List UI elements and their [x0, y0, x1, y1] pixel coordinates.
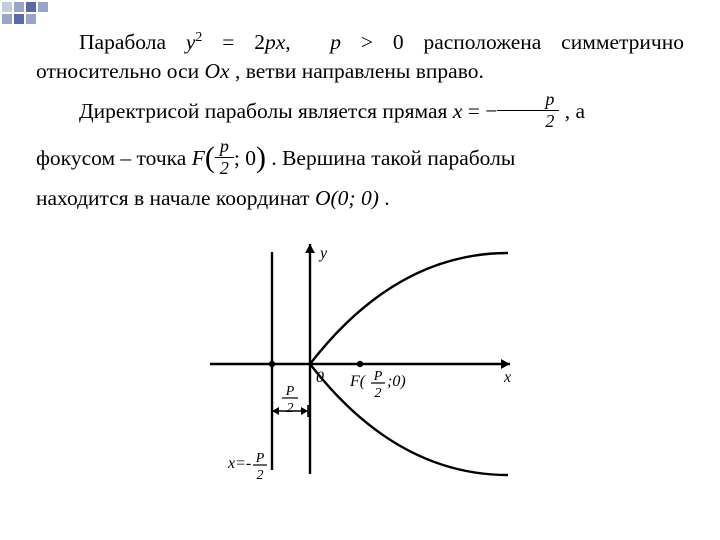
deco-sq	[26, 14, 36, 24]
parabola-figure: y x 0 F( P 2 ;0) P 2 x=- P 2	[200, 229, 520, 489]
equation-focus: F(p2; 0)	[192, 146, 272, 170]
paragraph-1: Парабола y2 = 2px, p > 0 расположена сим…	[36, 28, 684, 86]
svg-text:2: 2	[375, 386, 382, 401]
svg-text:P: P	[255, 451, 265, 466]
equation-directrix: x = −p2	[453, 99, 565, 123]
figure-container: y x 0 F( P 2 ;0) P 2 x=- P 2	[36, 229, 684, 494]
svg-text:y: y	[318, 245, 328, 262]
deco-sq	[14, 14, 24, 24]
svg-text:P: P	[373, 369, 383, 384]
text: фокусом – точка	[36, 146, 192, 170]
svg-text:2: 2	[257, 468, 264, 483]
deco-sq	[38, 2, 48, 12]
deco-sq	[2, 14, 12, 24]
axis-Ox: Ox	[205, 59, 230, 83]
deco-sq	[2, 2, 12, 12]
text: Директрисой параболы является прямая	[79, 99, 453, 123]
svg-text:x: x	[503, 369, 511, 386]
paragraph-2: Директрисой параболы является прямая x =…	[36, 92, 684, 134]
svg-text:x=-: x=-	[227, 455, 251, 472]
paragraph-3: фокусом – точка F(p2; 0) . Вершина такой…	[36, 136, 684, 181]
text: , а	[565, 99, 585, 123]
text: . Вершина такой параболы	[271, 146, 515, 170]
focus-F: F	[192, 146, 205, 170]
text: Парабола	[79, 30, 186, 54]
equation-y2-2px: y2 = 2px, p > 0	[186, 30, 424, 54]
svg-text:F(: F(	[349, 373, 367, 390]
corner-decoration	[2, 2, 86, 26]
deco-sq	[14, 2, 24, 12]
text: .	[384, 186, 389, 210]
svg-text:;0): ;0)	[387, 373, 406, 390]
text: ; 0	[234, 146, 256, 170]
page: Парабола y2 = 2px, p > 0 расположена сим…	[0, 0, 720, 540]
svg-text:2: 2	[287, 401, 294, 416]
paragraph-4: находится в начале координат O(0; 0) .	[36, 184, 684, 213]
deco-sq	[26, 2, 36, 12]
content-text: Парабола y2 = 2px, p > 0 расположена сим…	[36, 28, 684, 213]
origin-O: O(0; 0)	[315, 186, 379, 210]
svg-text:0: 0	[316, 369, 324, 386]
svg-text:P: P	[285, 384, 295, 399]
text: , ветви направлены вправо.	[230, 59, 484, 83]
text: находится в начале координат	[36, 186, 315, 210]
